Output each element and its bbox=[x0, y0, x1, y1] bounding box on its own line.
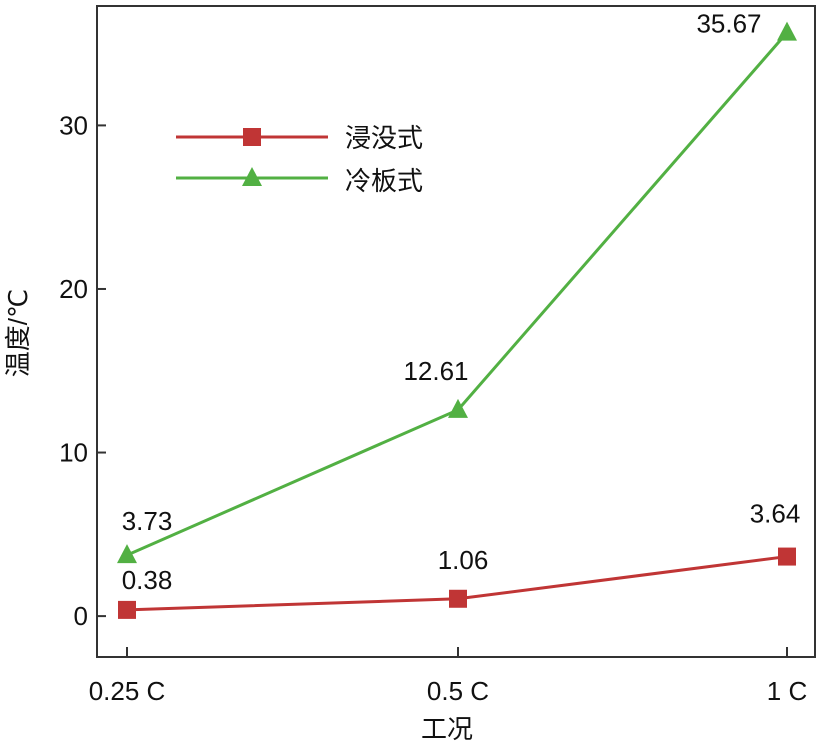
series-1-label-0: 3.73 bbox=[122, 506, 173, 536]
series-0-label-1: 1.06 bbox=[438, 545, 489, 575]
series-0-point-2 bbox=[778, 547, 796, 566]
y-axis-ticks: 0 10 20 30 bbox=[59, 110, 106, 631]
series-1-label-2: 35.67 bbox=[696, 9, 761, 39]
x-tick-label-0: 0.25 C bbox=[89, 676, 166, 706]
series-0-label-2: 3.64 bbox=[750, 499, 801, 529]
x-axis-title: 工况 bbox=[421, 714, 473, 744]
series-1-point-0 bbox=[117, 544, 137, 564]
series-1-label-1: 12.61 bbox=[403, 356, 468, 386]
series-line-1 bbox=[126, 31, 789, 557]
y-tick-label-3: 30 bbox=[59, 110, 88, 140]
y-tick-label-1: 10 bbox=[59, 438, 88, 468]
legend: 浸没式 冷板式 bbox=[176, 123, 423, 196]
plot-frame bbox=[96, 5, 816, 658]
series-1-point-2 bbox=[777, 21, 797, 41]
x-tick-label-1: 0.5 C bbox=[427, 676, 489, 706]
y-tick-label-0: 0 bbox=[74, 601, 88, 631]
series-layer bbox=[117, 21, 797, 619]
x-tick-label-2: 1 C bbox=[767, 676, 807, 706]
data-labels: 0.38 1.06 3.64 3.73 12.61 35.67 bbox=[122, 9, 801, 595]
series-0-point-0 bbox=[118, 600, 136, 619]
series-1-point-1 bbox=[448, 398, 468, 418]
legend-marker-0 bbox=[243, 128, 261, 146]
series-0-point-1 bbox=[449, 589, 467, 608]
legend-marker-1 bbox=[242, 167, 262, 186]
x-axis-ticks: 0.25 C 0.5 C 1 C bbox=[89, 647, 807, 706]
series-0-label-0: 0.38 bbox=[122, 565, 173, 595]
legend-label-1: 冷板式 bbox=[345, 166, 423, 196]
y-axis-title: 温度/℃ bbox=[3, 289, 33, 377]
y-tick-label-2: 20 bbox=[59, 274, 88, 304]
legend-label-0: 浸没式 bbox=[345, 123, 423, 153]
